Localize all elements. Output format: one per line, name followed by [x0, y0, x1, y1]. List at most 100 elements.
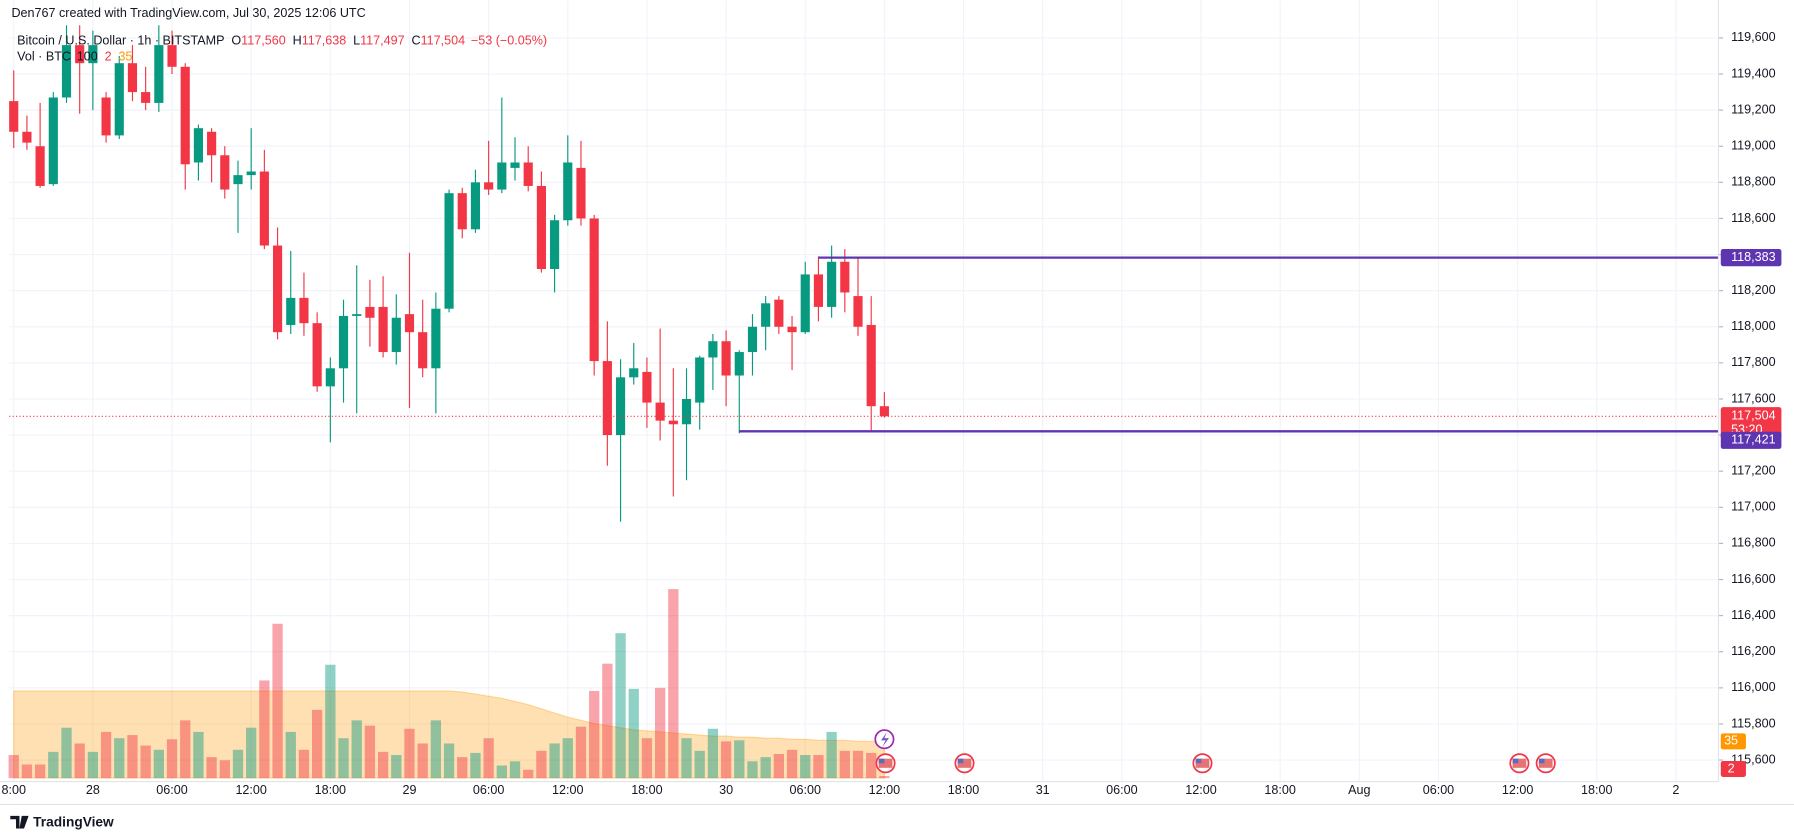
- candle-body: [141, 92, 151, 103]
- volume-bar: [786, 749, 798, 779]
- candle-body: [9, 101, 19, 132]
- legend-value: 117,560: [241, 34, 286, 48]
- volume-bar: [259, 680, 270, 779]
- volume-bar: [694, 750, 705, 779]
- legend-key: H: [293, 34, 302, 48]
- candle-body: [484, 182, 494, 190]
- candle-body: [404, 314, 415, 333]
- volume-bar: [760, 757, 771, 779]
- candle-body: [325, 368, 335, 387]
- candle-body: [207, 131, 217, 156]
- candle-body: [101, 97, 111, 136]
- candle-body: [589, 218, 599, 362]
- volume-bar: [602, 663, 613, 779]
- candle-body: [563, 162, 573, 221]
- candle-body: [853, 296, 863, 327]
- y-tick-label: 118,800: [1731, 175, 1776, 189]
- credit: Den767 created with TradingView.com, Jul…: [11, 6, 365, 20]
- volume-bar: [839, 750, 850, 779]
- volume-bar: [351, 720, 362, 779]
- volume-bar: [325, 664, 336, 779]
- x-tick-label: 06:00: [473, 783, 504, 797]
- candle-body: [154, 45, 164, 103]
- x-tick-label: 12:00: [552, 783, 583, 797]
- horizontal-line-badge: [1720, 431, 1782, 449]
- candle-body: [787, 326, 797, 333]
- volume-bar: [707, 728, 719, 779]
- y-tick-label: 116,600: [1731, 572, 1776, 586]
- x-tick-label: 29: [402, 783, 416, 797]
- volume-label: 2: [1728, 761, 1735, 775]
- volume-bar: [34, 764, 46, 779]
- y-tick-label: 116,000: [1731, 680, 1776, 694]
- volume-bar: [615, 633, 626, 779]
- volume-bar: [8, 755, 19, 779]
- legend-value: 117,638: [302, 34, 347, 48]
- volume-badge: [1720, 760, 1746, 777]
- volume-bar: [457, 757, 468, 779]
- event-flag[interactable]: [1535, 753, 1556, 774]
- volume-bar: [232, 749, 244, 779]
- candle-body: [444, 193, 454, 309]
- x-tick-label: 12:00: [1502, 783, 1533, 797]
- legend-volume-ma: 35: [118, 50, 132, 64]
- volume-bar: [470, 752, 481, 779]
- volume-bar: [641, 738, 653, 779]
- volume-ma-label: 35: [1724, 734, 1738, 748]
- event-flag[interactable]: [954, 753, 975, 774]
- volume-bar: [536, 750, 547, 779]
- candle-body: [681, 398, 692, 425]
- event-flag[interactable]: [1192, 753, 1213, 774]
- legend-main: Bitcoin / U.S. Dollar · 1h · BITSTAMP O11…: [17, 34, 547, 48]
- legend-value: 117,497: [360, 34, 405, 48]
- x-tick-label: 18:00: [315, 783, 346, 797]
- candle-body: [497, 162, 507, 190]
- candle-body: [431, 308, 441, 369]
- last-price-badge: [1720, 407, 1782, 440]
- y-tick-label: 117,200: [1731, 464, 1776, 478]
- candle-body: [193, 128, 203, 163]
- volume-bar: [377, 751, 389, 779]
- candle-body: [615, 377, 626, 436]
- x-tick-label: 28: [86, 783, 100, 797]
- legend-volume-name: Vol · BTC: [17, 50, 71, 64]
- volume-bar: [443, 743, 455, 779]
- candle-body: [510, 162, 520, 168]
- volume-bar: [589, 690, 600, 779]
- x-tick-label: 18:00: [1581, 783, 1612, 797]
- volume-bar: [404, 728, 415, 779]
- candle-body: [312, 323, 322, 387]
- candle-body: [879, 406, 889, 417]
- event-flag[interactable]: [1509, 753, 1530, 774]
- legend-key: L: [353, 34, 360, 48]
- y-tick-label: 116,800: [1731, 536, 1776, 550]
- event-flag[interactable]: [875, 753, 896, 774]
- candle-body: [114, 63, 124, 136]
- volume-bar: [813, 755, 824, 779]
- candle-body: [180, 66, 190, 165]
- volume-ma-area: [13, 690, 885, 779]
- candle-body: [721, 341, 731, 376]
- y-tick-label: 118,000: [1731, 319, 1776, 333]
- candle-body: [536, 185, 546, 269]
- horizontal-line-label: 117,421: [1731, 433, 1776, 447]
- volume-bar: [668, 589, 679, 779]
- candle-layer: [9, 25, 889, 522]
- x-tick-label: 12:00: [235, 783, 266, 797]
- candle-body: [813, 274, 824, 307]
- volume-bar: [127, 735, 138, 779]
- candle-body: [695, 357, 705, 403]
- volume-bar: [852, 750, 864, 779]
- y-tick-label: 116,200: [1731, 644, 1776, 658]
- candle-body: [61, 45, 72, 98]
- volume-bar: [100, 731, 112, 779]
- volume-bar: [800, 755, 811, 779]
- volume-bar: [417, 743, 428, 779]
- candle-body: [378, 306, 388, 353]
- volume-bar: [311, 709, 323, 779]
- candle-body: [35, 146, 45, 186]
- volume-bar: [61, 727, 72, 779]
- volume-bar: [74, 743, 85, 779]
- legend-key: C: [412, 34, 421, 48]
